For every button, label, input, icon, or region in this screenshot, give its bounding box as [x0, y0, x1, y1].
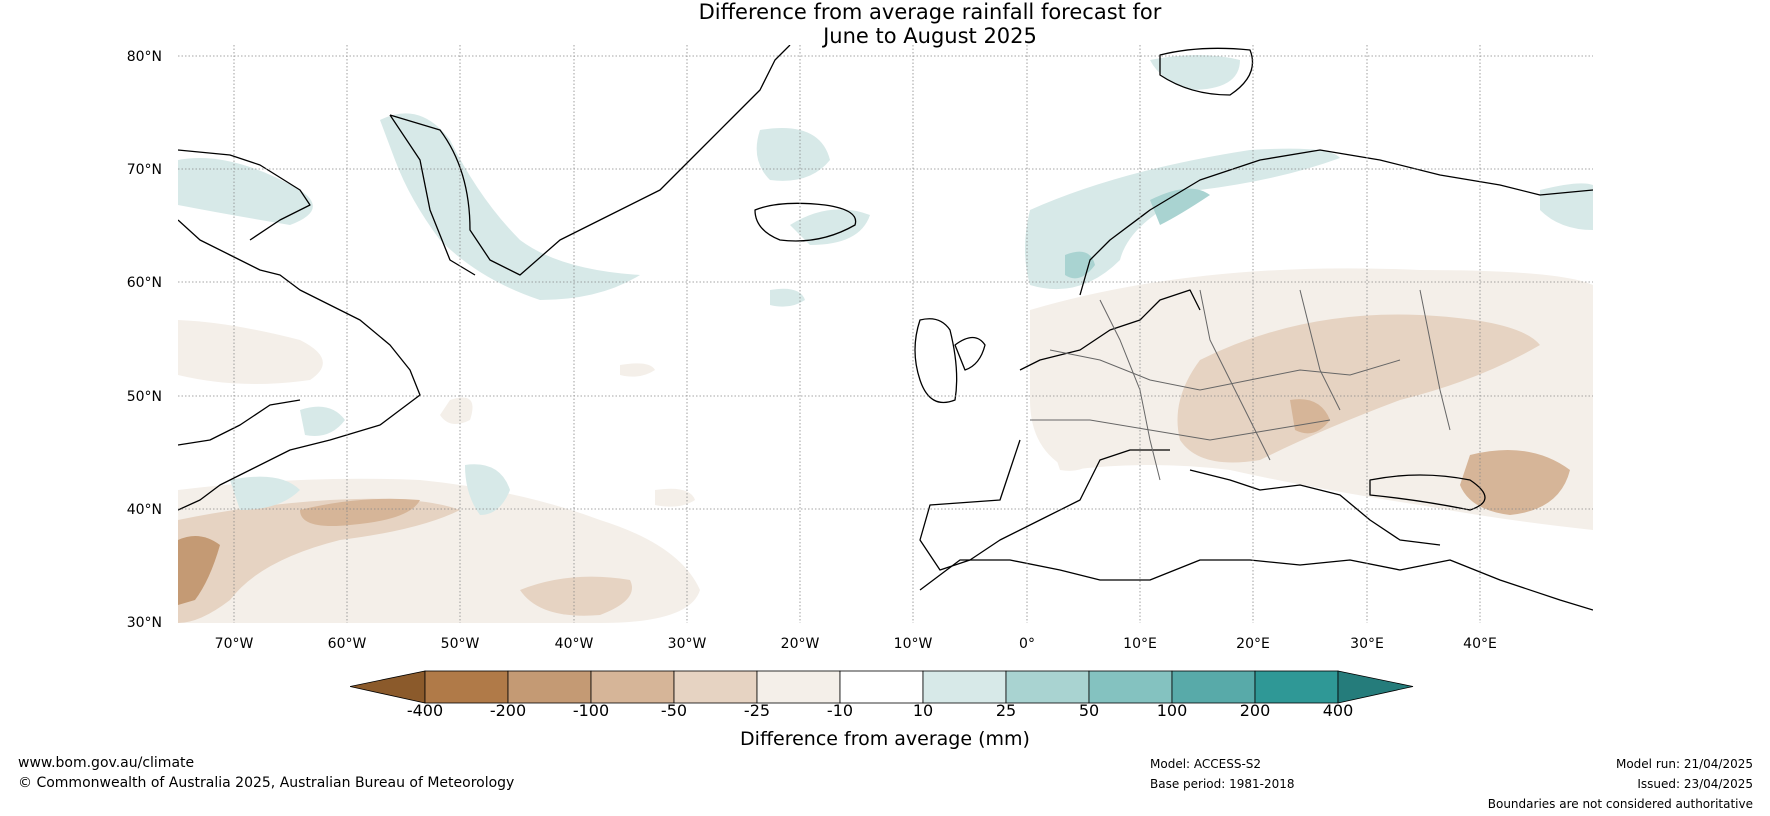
legend-tick-label: 400 — [1322, 701, 1354, 720]
legend-swatch — [1005, 670, 1090, 704]
legend-swatch — [922, 670, 1007, 704]
legend-label: Difference from average (mm) — [740, 728, 1030, 750]
legend-tick-label: 25 — [995, 701, 1017, 720]
lon-label-30e: 30°E — [1350, 636, 1384, 652]
lon-label-30w: 30°W — [667, 636, 707, 652]
lon-label-70w: 70°W — [214, 636, 254, 652]
lon-label-10w: 10°W — [893, 636, 933, 652]
rainfall-map — [178, 45, 1593, 623]
legend-swatch — [756, 670, 841, 704]
gridlines — [178, 45, 1593, 623]
lon-label-0: 0° — [1019, 636, 1035, 652]
disclaimer-text: Boundaries are not considered authoritat… — [1487, 797, 1753, 811]
legend-swatch — [839, 670, 924, 704]
wet-anomaly-areas — [178, 55, 1593, 515]
legend-tick-label: 100 — [1156, 701, 1188, 720]
lat-label-70n: 70°N — [126, 162, 162, 178]
legend-colorbar — [350, 670, 1414, 704]
lat-label-60n: 60°N — [126, 275, 162, 291]
legend-tick-label: -50 — [660, 701, 688, 720]
legend-tick-label: 50 — [1078, 701, 1100, 720]
lon-label-50w: 50°W — [440, 636, 480, 652]
lon-label-40w: 40°W — [554, 636, 594, 652]
legend-swatch — [1254, 670, 1339, 704]
title-line-1: Difference from average rainfall forecas… — [698, 0, 1162, 24]
country-borders — [1030, 289, 1451, 481]
legend-tick-label: -25 — [743, 701, 771, 720]
lon-label-10e: 10°E — [1123, 636, 1157, 652]
legend-tick-label: -400 — [406, 701, 444, 720]
website-link[interactable]: www.bom.gov.au/climate — [18, 755, 195, 771]
legend-tick-label: 200 — [1239, 701, 1271, 720]
base-period-text: Base period: 1981-2018 — [1150, 777, 1295, 791]
legend-extend-high — [1337, 670, 1414, 704]
lat-label-50n: 50°N — [126, 389, 162, 405]
legend-swatch — [673, 670, 758, 704]
issued-text: Issued: 23/04/2025 — [1637, 777, 1753, 791]
legend-tick-label: -100 — [572, 701, 610, 720]
lon-label-20e: 20°E — [1236, 636, 1270, 652]
lon-label-20w: 20°W — [780, 636, 820, 652]
legend-swatch — [507, 670, 592, 704]
legend-tick-label: -10 — [826, 701, 854, 720]
lat-label-30n: 30°N — [126, 615, 162, 631]
lon-label-60w: 60°W — [327, 636, 367, 652]
model-run-text: Model run: 21/04/2025 — [1615, 757, 1753, 771]
legend-extend-low — [350, 670, 426, 704]
legend-swatch — [424, 670, 509, 704]
title-line-2: June to August 2025 — [823, 24, 1037, 48]
lat-label-80n: 80°N — [126, 49, 162, 65]
legend-tick-label: -200 — [489, 701, 527, 720]
dry-anomaly-areas — [178, 268, 1593, 623]
lat-label-40n: 40°N — [126, 502, 162, 518]
legend-swatch — [590, 670, 675, 704]
copyright-text: © Commonwealth of Australia 2025, Austra… — [18, 775, 515, 791]
legend-swatch — [1171, 670, 1256, 704]
coastlines — [178, 45, 1593, 611]
model-text: Model: ACCESS-S2 — [1150, 757, 1262, 771]
legend-swatch — [1088, 670, 1173, 704]
legend-tick-label: 10 — [912, 701, 934, 720]
lon-label-40e: 40°E — [1463, 636, 1497, 652]
map-title: Difference from average rainfall forecas… — [0, 0, 1770, 48]
